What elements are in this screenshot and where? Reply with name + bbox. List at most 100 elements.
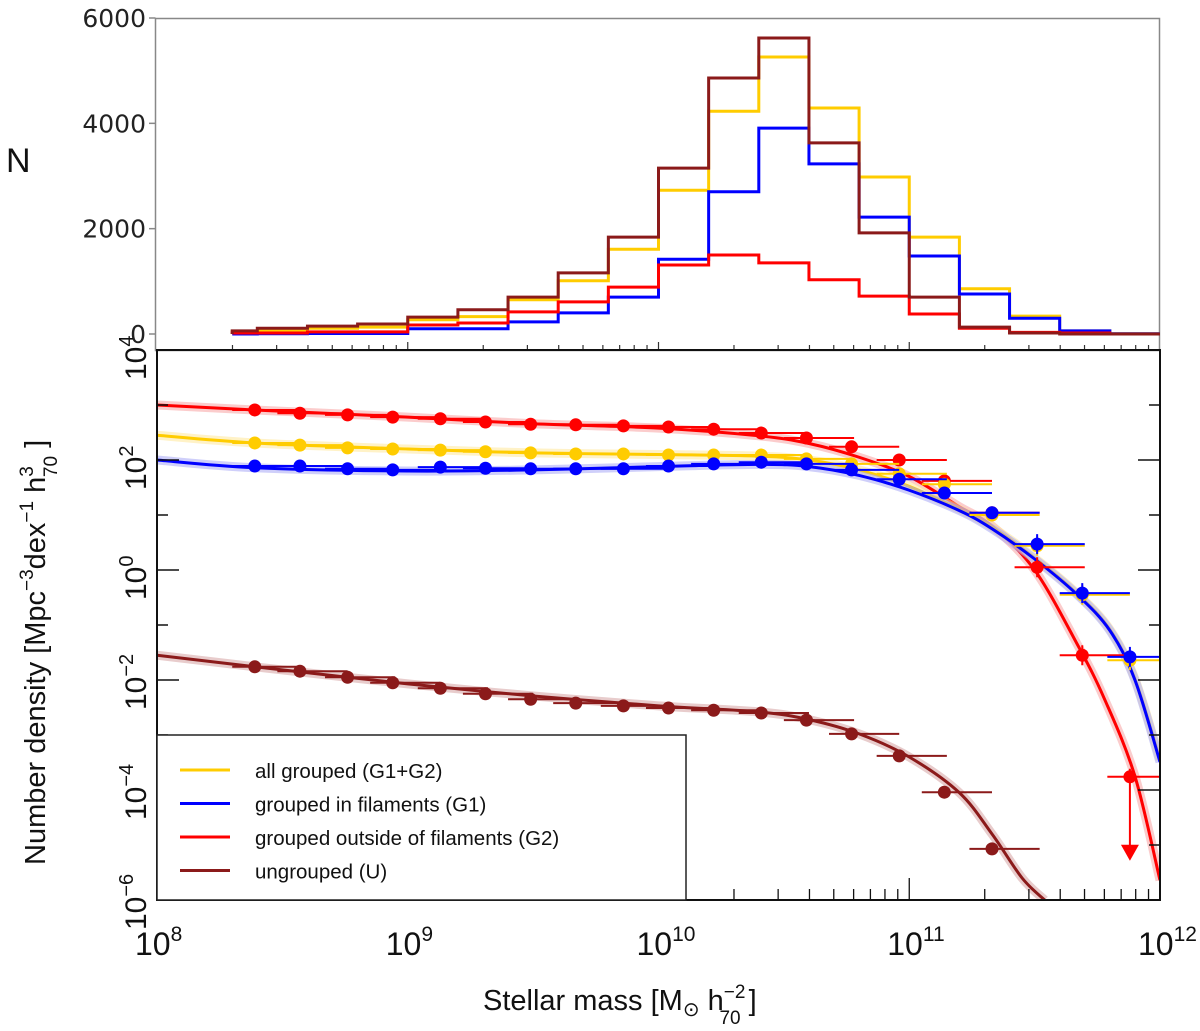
data-point [1031, 561, 1044, 574]
data-point [755, 427, 768, 440]
tick-base: 10 [120, 897, 153, 930]
tick-exponent: 11 [923, 923, 945, 946]
data-point [845, 440, 858, 453]
tick-base: 10 [1138, 926, 1174, 962]
bottom-x-tick-label: 1011 [887, 923, 944, 962]
data-point [434, 682, 447, 695]
histogram-panel: 0200040006000 N [6, 4, 1160, 351]
top-x-ticks [232, 342, 1148, 350]
data-point [248, 660, 261, 673]
histogram-outline [232, 255, 1160, 334]
tick-exponent: −4 [116, 764, 138, 787]
bottom-x-tick-label: 108 [135, 923, 182, 962]
data-point [707, 457, 720, 470]
y-axis-label-sub: 70 [41, 456, 62, 477]
data-point [386, 463, 399, 476]
data-point [800, 714, 813, 727]
tick-base: 10 [120, 567, 153, 600]
data-point [569, 697, 582, 710]
data-point [800, 457, 813, 470]
top-y-axis-label: N [6, 142, 31, 180]
tick-exponent: 8 [171, 923, 183, 946]
tick-base: 10 [135, 926, 171, 962]
data-point [479, 687, 492, 700]
data-point [434, 444, 447, 457]
data-point [524, 446, 537, 459]
fit-curve-1 [157, 460, 1160, 762]
y-axis-label-sup2: −1 [17, 501, 38, 523]
top-y-tick-label: 4000 [82, 109, 146, 138]
y-axis-label-dex: dex [20, 522, 52, 569]
data-point [479, 416, 492, 429]
data-point [248, 403, 261, 416]
top-y-tick-label: 2000 [82, 215, 146, 244]
data-point [479, 462, 492, 475]
data-point [341, 441, 354, 454]
tick-base: 10 [120, 787, 153, 820]
legend-label: all grouped (G1+G2) [255, 760, 442, 783]
data-point [386, 443, 399, 456]
bottom-x-tick-label: 1012 [1138, 923, 1197, 962]
data-point [707, 423, 720, 436]
y-axis-label: Number density [Mpc−3dex−1 h370 ] [17, 440, 62, 865]
data-point [1123, 650, 1136, 663]
data-point [800, 432, 813, 445]
tick-base: 10 [887, 926, 923, 962]
top-y-ticks: 0200040006000 [82, 4, 155, 349]
histogram-outline [232, 57, 1160, 334]
tick-base: 10 [120, 457, 153, 490]
data-point [617, 699, 630, 712]
y-axis-label-h: h [20, 477, 52, 501]
histogram-series-0 [232, 57, 1160, 334]
data-point [1031, 538, 1044, 551]
x-axis-label-sub: 70 [719, 1008, 740, 1029]
fit-uncertainty-band [157, 460, 1160, 762]
tick-base: 10 [637, 926, 673, 962]
data-point [755, 707, 768, 720]
tick-base: 10 [120, 347, 153, 380]
data-point [293, 439, 306, 452]
upper-limit-arrow-icon [1121, 845, 1139, 861]
data-point [893, 749, 906, 762]
data-point [293, 460, 306, 473]
data-point [569, 447, 582, 460]
data-point [1123, 770, 1136, 783]
data-point [617, 447, 630, 460]
y-axis-label-sup1: −3 [17, 569, 38, 591]
data-point [341, 671, 354, 684]
data-point-group [1107, 650, 1177, 670]
bottom-x-tick-label: 1010 [637, 923, 696, 962]
top-y-tick-label: 6000 [82, 4, 146, 33]
histogram-outline [232, 128, 1160, 334]
data-point [293, 665, 306, 678]
y-axis-label-end: ] [20, 440, 52, 456]
data-point [938, 786, 951, 799]
data-point [524, 693, 537, 706]
data-point [479, 445, 492, 458]
data-point [617, 419, 630, 432]
fit-line [157, 435, 1160, 760]
sun-symbol: ⊙ [683, 999, 700, 1021]
tick-exponent: 10 [672, 923, 695, 946]
data-point [985, 506, 998, 519]
bottom-y-tick-label: 10−6 [116, 874, 153, 930]
data-point [293, 407, 306, 420]
legend-label: ungrouped (U) [255, 861, 387, 884]
bottom-y-tick-label: 104 [116, 336, 153, 381]
histogram-series-1 [232, 128, 1160, 334]
x-axis-label: Stellar mass [M⊙ h−270 ] [483, 982, 757, 1029]
bottom-y-tick-label: 10−2 [116, 654, 153, 710]
tick-base: 10 [386, 926, 422, 962]
histogram-series-3 [232, 38, 1160, 334]
tick-base: 10 [120, 677, 153, 710]
data-point [617, 462, 630, 475]
tick-exponent: −2 [116, 654, 138, 677]
x-axis-label-main: Stellar mass [M [483, 985, 683, 1017]
data-point [248, 436, 261, 449]
data-point [662, 702, 675, 715]
data-point [985, 842, 998, 855]
data-point [434, 461, 447, 474]
bottom-y-tick-label: 10−4 [116, 764, 153, 820]
data-point [938, 487, 951, 500]
data-point [341, 462, 354, 475]
